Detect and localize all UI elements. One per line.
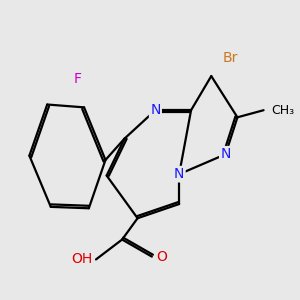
Text: N: N — [220, 147, 231, 161]
Text: CH₃: CH₃ — [272, 104, 295, 117]
Text: N: N — [174, 167, 184, 181]
Text: F: F — [74, 72, 82, 86]
Text: Br: Br — [223, 51, 238, 64]
Text: N: N — [150, 103, 161, 117]
Text: OH: OH — [72, 253, 93, 266]
Text: O: O — [157, 250, 167, 264]
